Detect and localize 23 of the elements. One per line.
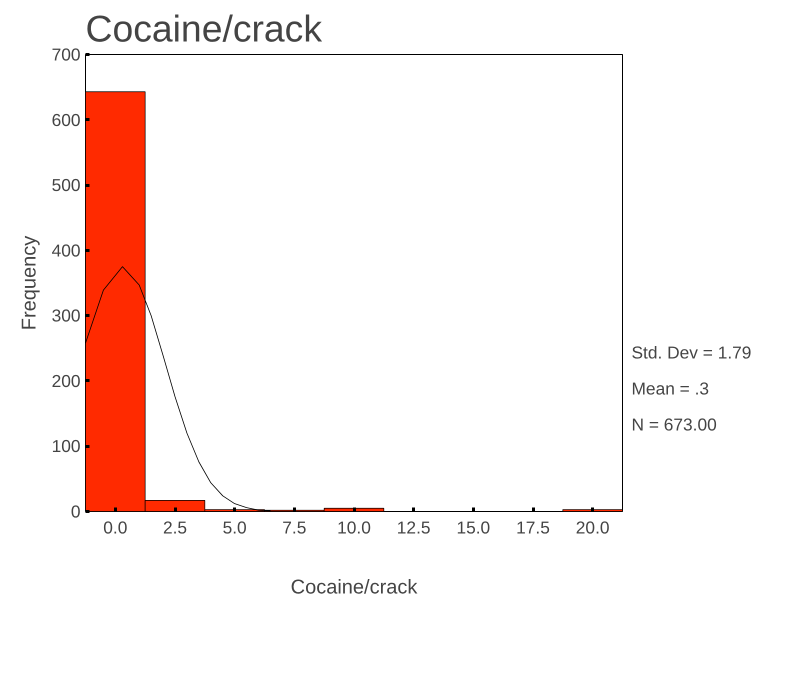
text: N = 673.00 [632,414,717,434]
y-tick-label: 300 [52,306,81,326]
y-tick-label: 700 [52,44,81,64]
y-axis-title: Frequency [18,236,41,330]
y-tick-label: 400 [52,240,81,260]
x-tick-label: 17.5 [516,518,550,538]
x-tick-label: 15.0 [456,518,490,538]
x-tick-label: 5.0 [222,518,247,538]
x-tick-label: 7.5 [282,518,306,538]
y-tick-label: 200 [52,370,81,391]
text: Std. Dev = 1.79 [632,342,752,362]
x-axis-title: Cocaine/crack [290,576,418,598]
y-tick-label: 600 [52,110,81,130]
x-tick-label: 10.0 [337,518,371,538]
y-tick-label: 500 [52,175,81,196]
x-tick-label: 2.5 [162,518,188,538]
y-tick-label: 100 [52,436,81,456]
x-tick-label: 12.5 [396,518,431,538]
x-tick-label: 0.0 [103,518,128,538]
x-tick-label: 20.0 [576,518,610,538]
y-tick-label: 0 [70,502,81,522]
chart-title: Cocaine/crack [86,8,322,50]
text: Mean = .3 [632,378,710,398]
